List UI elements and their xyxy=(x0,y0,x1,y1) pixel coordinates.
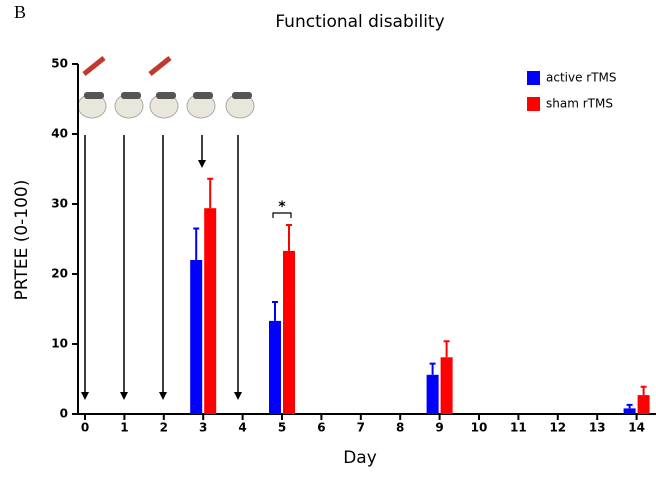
treatment-icons xyxy=(77,56,255,119)
arrow-heads xyxy=(81,160,242,400)
x-axis-label: Day xyxy=(343,448,377,468)
error-bar xyxy=(193,227,200,260)
x-tick-label: 13 xyxy=(589,421,606,435)
error-bar xyxy=(640,385,647,396)
legend-swatch xyxy=(527,71,540,85)
x-tick-label: 8 xyxy=(396,421,404,435)
y-tick-label: 30 xyxy=(51,197,68,211)
error-bar xyxy=(286,224,292,251)
significance-bracket xyxy=(272,212,292,218)
bar xyxy=(623,408,636,414)
legend-swatch xyxy=(527,97,540,111)
bar xyxy=(204,208,217,414)
y-tick-label: 50 xyxy=(51,57,68,71)
x-tick-label: 3 xyxy=(199,421,207,435)
x-tick-label: 10 xyxy=(471,421,488,435)
error-bar xyxy=(626,403,633,409)
panel-label: B xyxy=(14,2,26,22)
x-tick-label: 9 xyxy=(435,421,443,435)
error-bar xyxy=(272,301,278,321)
arrows xyxy=(84,135,239,394)
bar xyxy=(190,260,203,414)
y-tick-label: 0 xyxy=(60,407,68,421)
x-tick-label: 4 xyxy=(238,421,246,435)
bar xyxy=(637,395,650,414)
bar xyxy=(440,357,453,414)
significance-label: * xyxy=(278,199,286,215)
x-tick-label: 1 xyxy=(120,421,128,435)
x-tick-label: 0 xyxy=(81,421,89,435)
x-tick-label: 2 xyxy=(160,421,168,435)
x-tick-label: 7 xyxy=(357,421,365,435)
y-tick-label: 20 xyxy=(51,267,68,281)
bar xyxy=(269,320,281,414)
x-tick-label: 5 xyxy=(278,421,286,435)
error-bar xyxy=(429,362,436,375)
error-bar xyxy=(207,177,214,209)
chart-title: Functional disability xyxy=(275,12,444,32)
bar xyxy=(283,250,295,414)
bar xyxy=(426,374,439,414)
error-bar xyxy=(443,340,450,358)
x-tick-label: 6 xyxy=(317,421,325,435)
legend-label: active rTMS xyxy=(546,71,617,85)
x-tick-label: 14 xyxy=(628,421,645,435)
y-tick-label: 10 xyxy=(51,337,68,351)
y-tick-label: 40 xyxy=(51,127,68,141)
y-axis-label: PRTEE (0-100) xyxy=(12,180,32,301)
legend-label: sham rTMS xyxy=(546,97,613,111)
x-tick-label: 11 xyxy=(510,421,527,435)
x-tick-label: 12 xyxy=(549,421,566,435)
